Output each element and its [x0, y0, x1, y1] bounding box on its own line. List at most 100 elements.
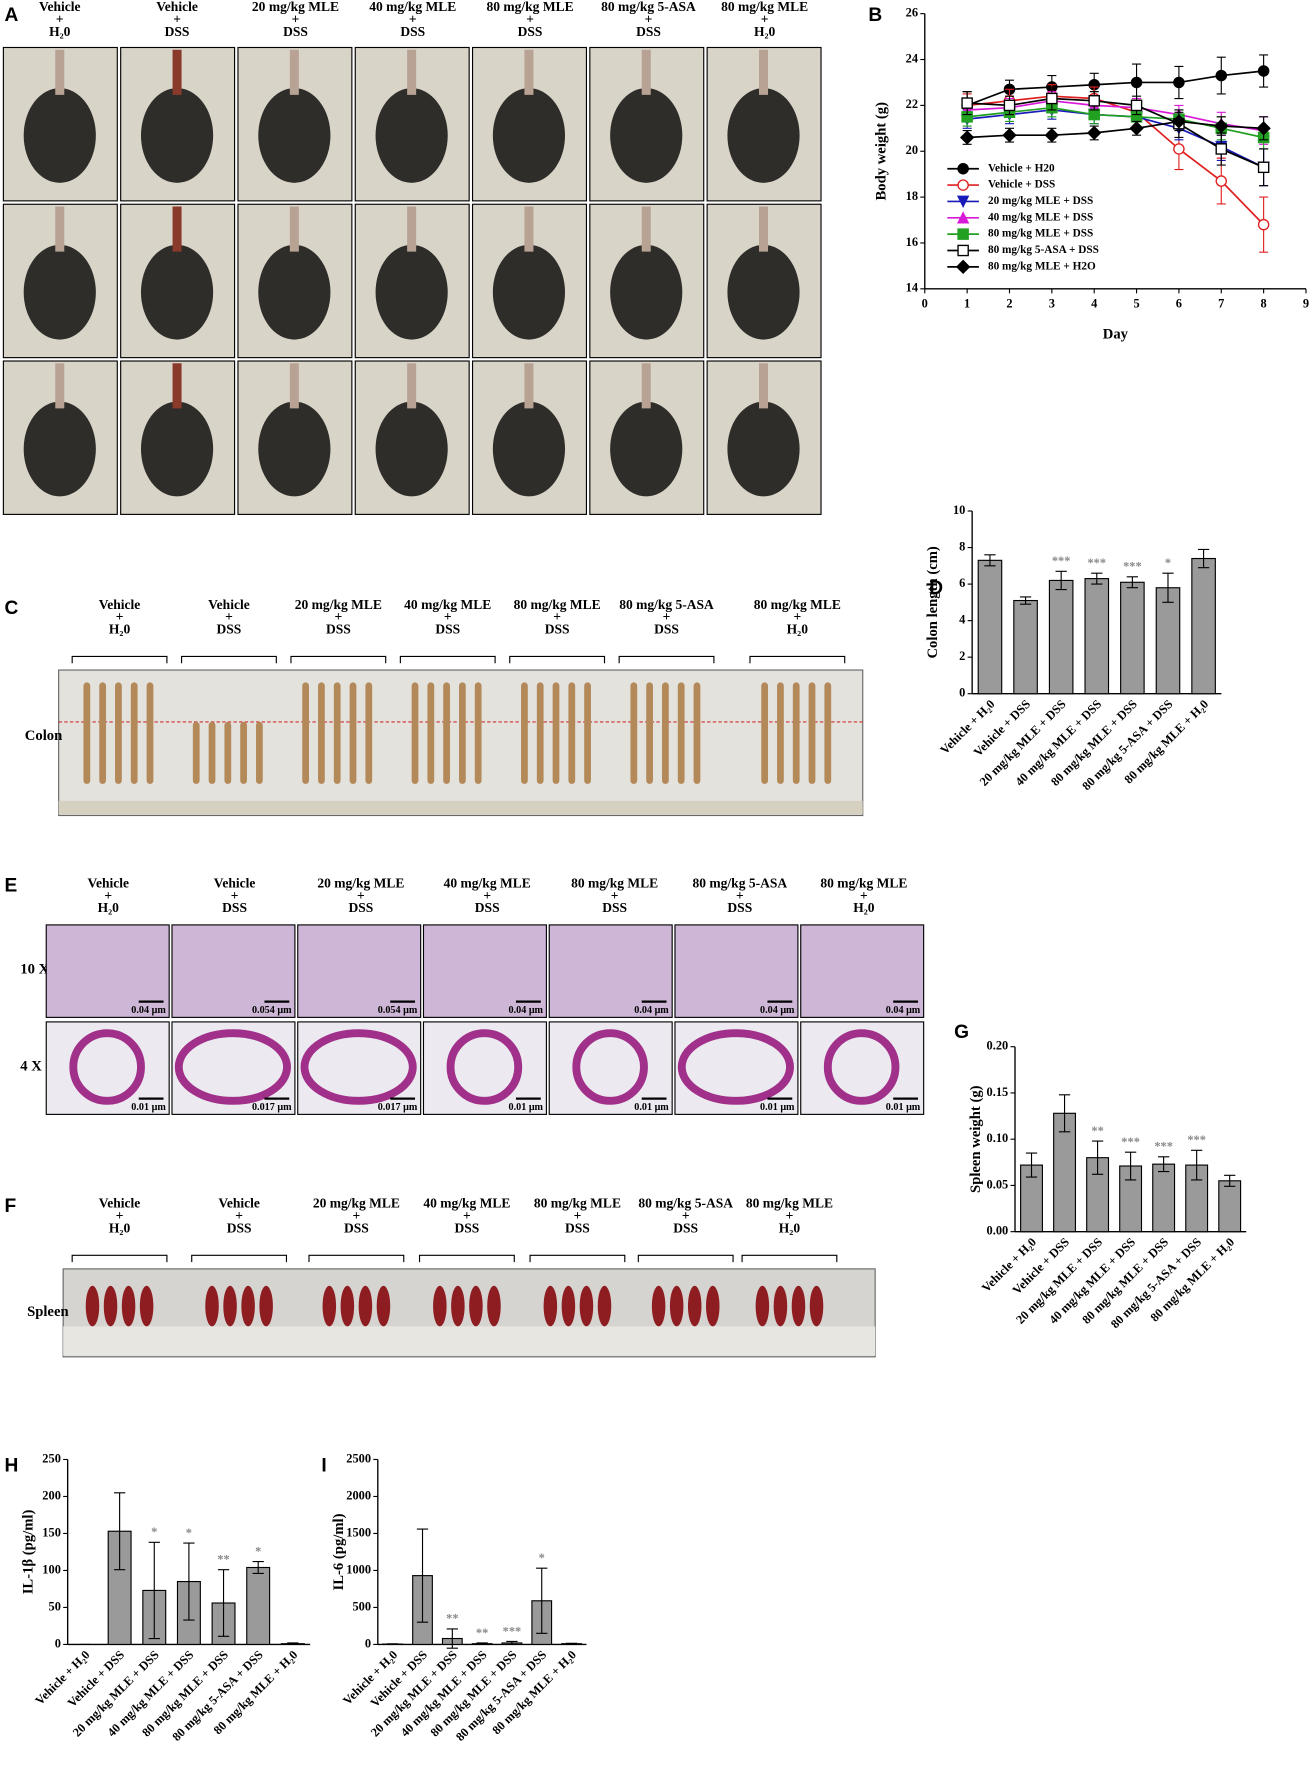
spleen — [451, 1286, 465, 1327]
scale-bar-label: 0.017 μm — [252, 1102, 292, 1113]
mouse-body — [258, 402, 330, 497]
scale-bar-label: 0.054 μm — [252, 1005, 292, 1016]
scale-bar-label: 0.04 μm — [509, 1005, 544, 1016]
column-header: H₂0 — [109, 622, 131, 637]
scale-bar-label: 0.04 μm — [131, 1005, 166, 1016]
significance-label: ** — [1091, 1124, 1103, 1138]
spleen — [359, 1286, 373, 1327]
significance-label: ** — [217, 1553, 229, 1567]
y-tick-label: 26 — [906, 6, 918, 20]
marker — [958, 229, 968, 239]
mouse-tail — [759, 363, 768, 408]
marker — [1216, 70, 1226, 80]
mouse-tail — [759, 50, 768, 95]
panel-letter: G — [954, 1022, 969, 1043]
colon — [809, 682, 816, 784]
colon — [427, 682, 434, 784]
mouse-body — [24, 402, 96, 497]
marker — [1004, 100, 1014, 110]
y-tick-label: 2 — [959, 649, 965, 663]
mouse-tail — [290, 363, 299, 408]
bar — [1049, 580, 1072, 693]
y-tick-label: 22 — [906, 97, 918, 111]
mouse-tail — [173, 363, 182, 408]
bracket — [530, 1255, 625, 1262]
histology-photo — [298, 925, 421, 1017]
panel-letter: E — [5, 876, 18, 897]
scale-bar-label: 0.04 μm — [634, 1005, 669, 1016]
bar — [1153, 1164, 1175, 1232]
column-header: H₂0 — [109, 1221, 131, 1236]
mouse-body — [376, 245, 448, 340]
legend-label: 80 mg/kg MLE + DSS — [988, 228, 1093, 240]
y-tick-label: 8 — [959, 539, 965, 553]
y-axis-label: Body weight (g) — [873, 102, 889, 201]
bracket — [400, 656, 495, 663]
mouse-tail — [759, 207, 768, 252]
colon — [761, 682, 768, 784]
mouse-body — [141, 245, 213, 340]
column-header: DSS — [727, 900, 752, 915]
y-tick-label: 0 — [365, 1636, 371, 1650]
significance-label: * — [186, 1526, 192, 1540]
marker — [962, 98, 972, 108]
mouse-tail — [407, 50, 416, 95]
legend-label: 80 mg/kg MLE + H2O — [988, 260, 1096, 272]
bracket — [309, 1255, 404, 1262]
mouse-tail — [55, 50, 64, 95]
y-axis-label: Spleen weight (g) — [968, 1085, 984, 1193]
column-header: DSS — [455, 1221, 480, 1236]
bracket — [742, 1255, 837, 1262]
panel-letter: I — [321, 1455, 326, 1476]
scale-bar-label: 0.01 μm — [760, 1102, 795, 1113]
bar — [1219, 1181, 1241, 1232]
colon — [224, 722, 231, 784]
significance-label: * — [1165, 556, 1171, 570]
y-tick-label: 1000 — [346, 1562, 371, 1576]
x-tick-label: 5 — [1133, 296, 1139, 310]
spleen — [598, 1286, 612, 1327]
marker — [957, 261, 969, 273]
mouse-tail — [524, 363, 533, 408]
scale-bar-label: 0.01 μm — [886, 1102, 921, 1113]
x-tick-label: 3 — [1049, 296, 1055, 310]
marker — [1259, 162, 1269, 172]
significance-label: * — [255, 1544, 261, 1558]
bracket — [638, 1255, 733, 1262]
marker — [1047, 93, 1057, 103]
column-header: DSS — [283, 24, 308, 39]
y-tick-label: 24 — [906, 51, 918, 65]
colon — [147, 682, 154, 784]
column-header: DSS — [165, 24, 190, 39]
marker — [958, 164, 968, 174]
y-tick-label: 6 — [959, 576, 965, 590]
significance-label: * — [151, 1525, 157, 1539]
row-label: 4 X — [20, 1058, 42, 1074]
colon — [99, 682, 106, 784]
y-tick-label: 500 — [352, 1599, 371, 1613]
column-header: DSS — [654, 622, 679, 637]
column-header: DSS — [565, 1221, 590, 1236]
y-tick-label: 2000 — [346, 1488, 371, 1502]
y-axis-label: Colon length (cm) — [925, 546, 941, 658]
marker — [1259, 220, 1269, 230]
column-header: DSS — [673, 1221, 698, 1236]
mouse-body — [610, 88, 682, 183]
panel-letter: F — [5, 1196, 17, 1217]
marker — [1259, 66, 1269, 76]
mouse-tail — [407, 363, 416, 408]
mouse-tail — [290, 50, 299, 95]
y-tick-label: 18 — [906, 189, 918, 203]
x-tick-label: 7 — [1218, 296, 1224, 310]
scale-bar-label: 0.01 μm — [131, 1102, 166, 1113]
marker — [1046, 129, 1058, 141]
bar — [1156, 588, 1179, 694]
y-tick-label: 14 — [906, 281, 918, 295]
y-tick-label: 0.15 — [987, 1085, 1009, 1099]
marker — [1003, 129, 1015, 141]
mouse-body — [610, 245, 682, 340]
bar — [978, 560, 1001, 693]
column-header: DSS — [227, 1221, 252, 1236]
column-header: H₂0 — [787, 622, 809, 637]
mouse-tail — [173, 50, 182, 95]
